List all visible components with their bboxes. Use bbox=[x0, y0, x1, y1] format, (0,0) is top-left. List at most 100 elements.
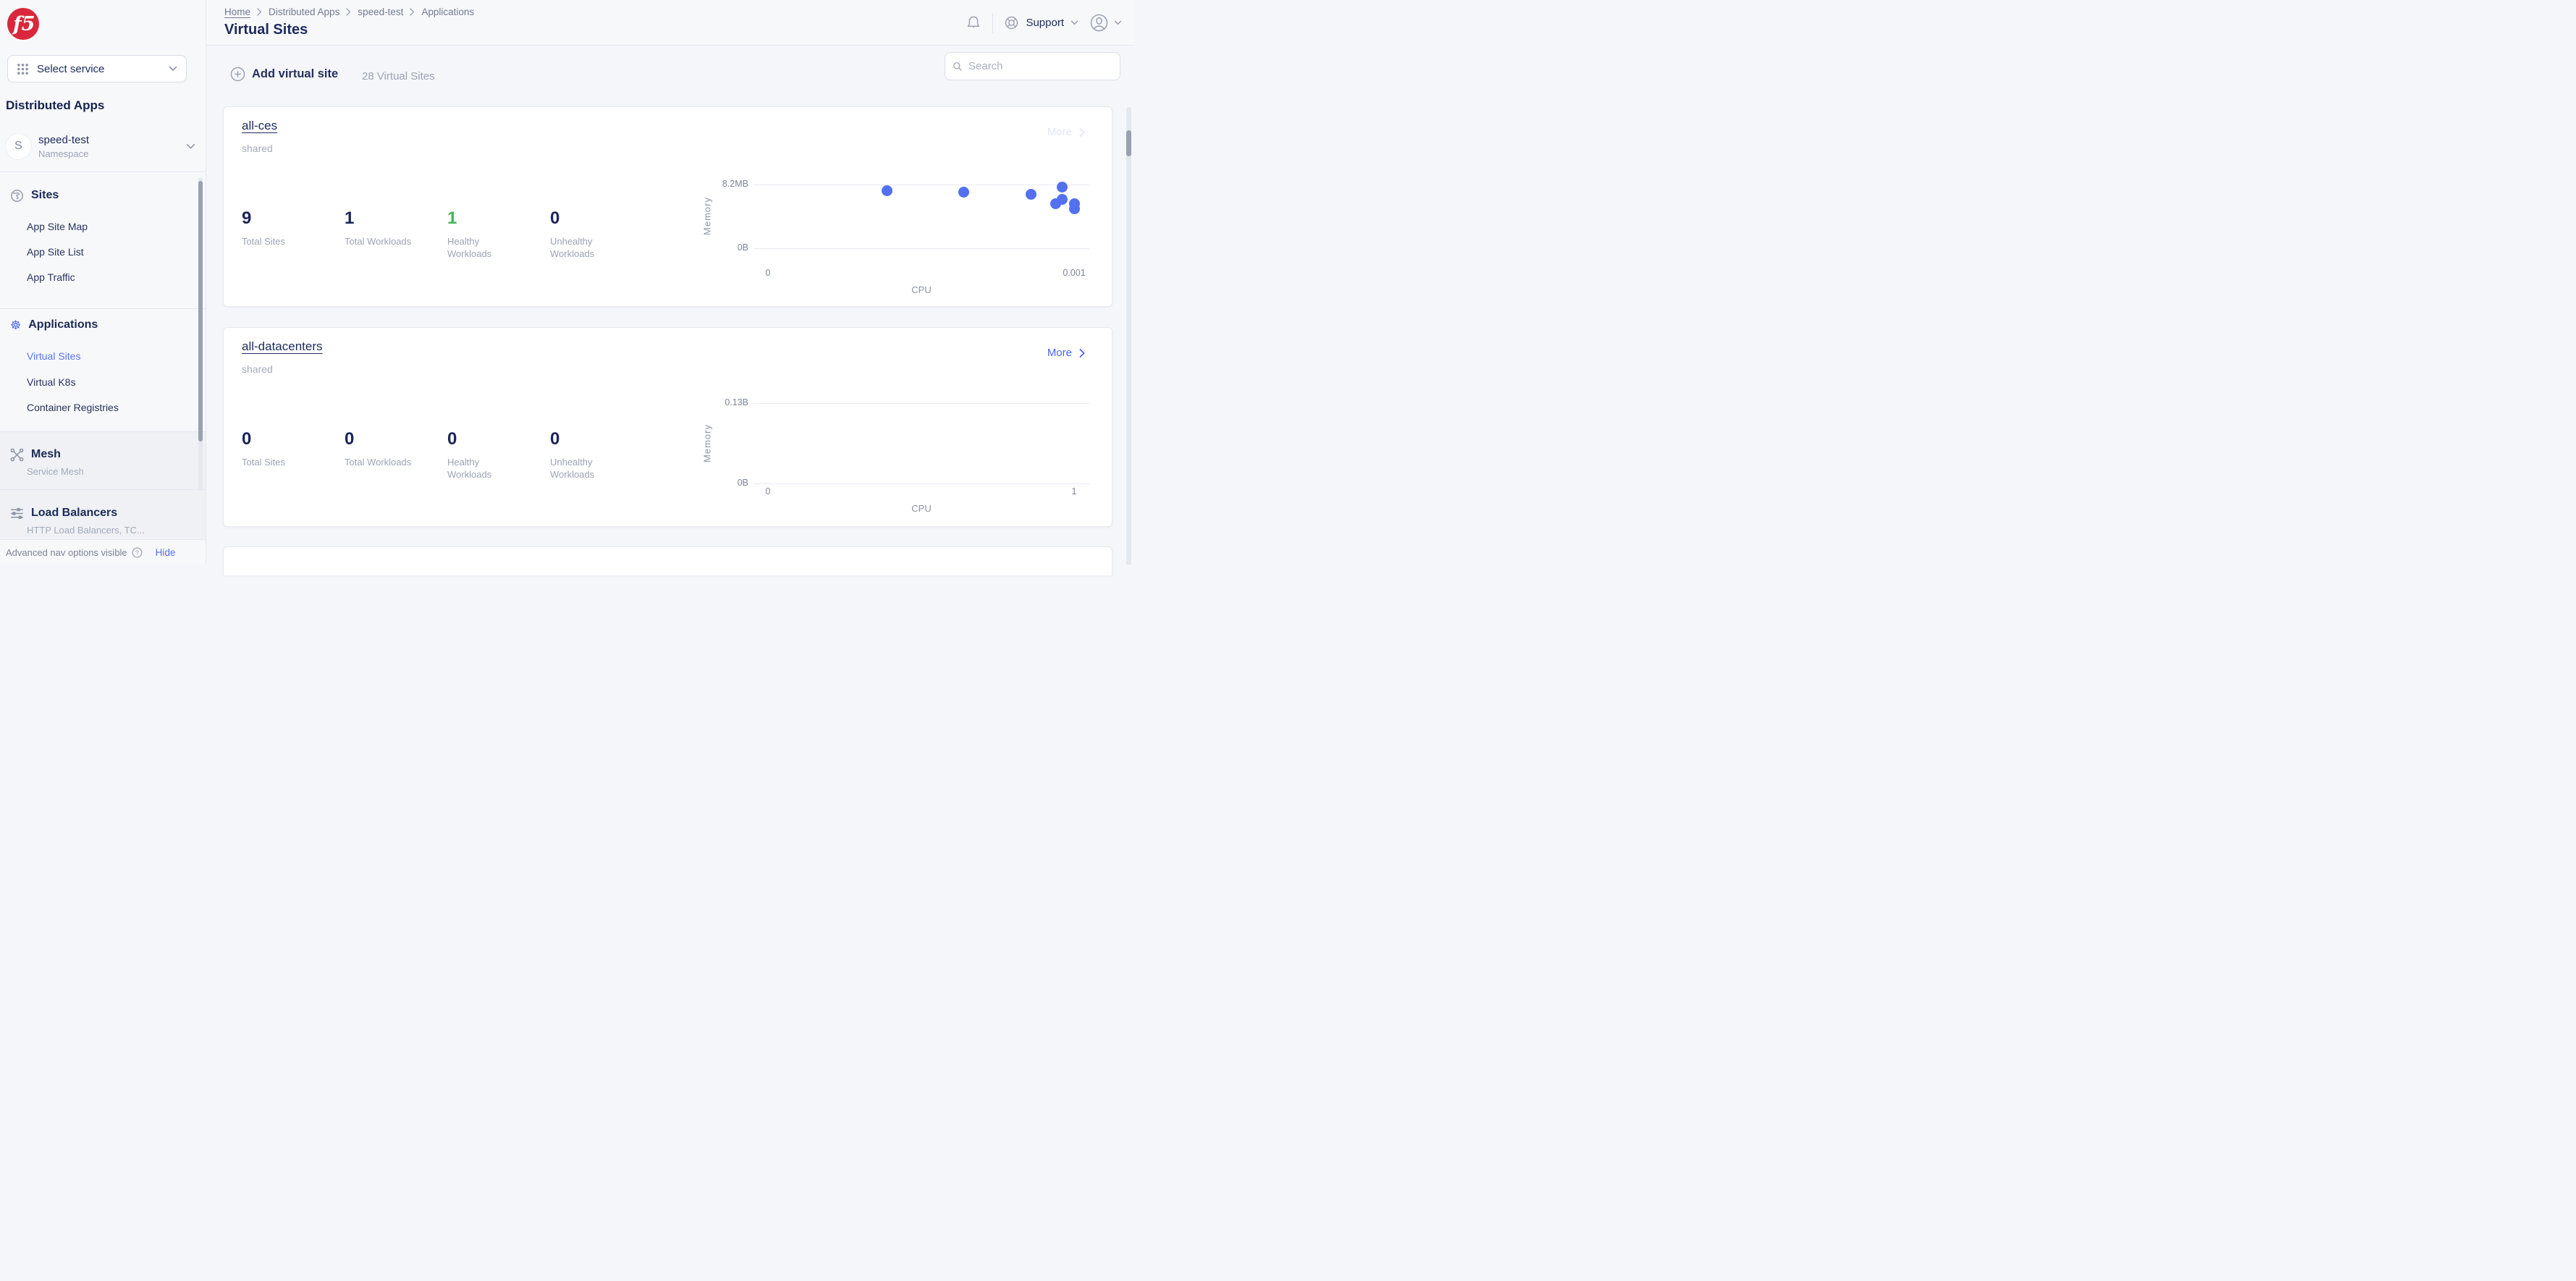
sidebar-band-load-balancers bbox=[0, 489, 206, 539]
sidebar-section-load-balancers[interactable]: Load Balancers bbox=[10, 504, 117, 522]
plus-circle-icon bbox=[230, 67, 245, 82]
support-menu[interactable]: Support bbox=[1004, 15, 1078, 30]
x-axis-label: CPU bbox=[911, 503, 932, 514]
add-virtual-site-button[interactable]: Add virtual site bbox=[230, 67, 338, 82]
gridline bbox=[753, 403, 1089, 404]
scatter-point bbox=[882, 185, 893, 197]
stat-label: Total Workloads bbox=[345, 236, 412, 247]
kubernetes-icon: ☸ bbox=[10, 318, 22, 332]
stat-value: 1 bbox=[345, 208, 355, 228]
add-virtual-site-label: Add virtual site bbox=[252, 67, 339, 80]
sidebar-item-app-site-list[interactable]: App Site List bbox=[27, 246, 84, 258]
more-link[interactable]: More bbox=[1047, 126, 1085, 138]
breadcrumb-speed-test[interactable]: speed-test bbox=[358, 7, 404, 17]
stat-label: Unhealthy Workloads bbox=[550, 236, 595, 259]
breadcrumb-distributed-apps[interactable]: Distributed Apps bbox=[269, 7, 340, 17]
scatter-point bbox=[958, 187, 970, 198]
more-label: More bbox=[1047, 126, 1072, 138]
select-service-dropdown[interactable]: Select service bbox=[7, 55, 187, 83]
stat-healthy-workloads: 0 Healthy Workloads bbox=[447, 429, 550, 481]
stats-row: 9 Total Sites 1 Total Workloads 1 Health… bbox=[242, 208, 653, 260]
question-circle-icon[interactable]: ? bbox=[132, 547, 143, 558]
sidebar-item-virtual-sites[interactable]: Virtual Sites bbox=[27, 350, 81, 362]
virtual-sites-count: 28 Virtual Sites bbox=[362, 70, 435, 83]
stat-label: Healthy Workloads bbox=[447, 236, 492, 259]
mesh-icon bbox=[10, 448, 24, 461]
toolbar: Add virtual site 28 Virtual Sites bbox=[206, 46, 1135, 106]
stat-value: 0 bbox=[550, 208, 560, 228]
cpu-memory-chart: 0.13B 0B Memory 0 1 CPU bbox=[702, 397, 1089, 514]
stat-healthy-workloads: 1 Healthy Workloads bbox=[447, 208, 550, 260]
stat-label: Total Sites bbox=[242, 457, 285, 468]
hide-advanced-nav-link[interactable]: Hide bbox=[155, 546, 176, 558]
f5-logo[interactable]: f5 bbox=[7, 7, 40, 41]
namespace-avatar: S bbox=[6, 133, 31, 159]
sidebar-section-sites[interactable]: Sites bbox=[10, 187, 59, 204]
stat-value: 0 bbox=[345, 429, 355, 449]
sidebar-item-virtual-k8s[interactable]: Virtual K8s bbox=[27, 376, 76, 388]
main-scrollbar-thumb[interactable] bbox=[1126, 130, 1131, 156]
scatter-point bbox=[1068, 203, 1080, 214]
sidebar-band-mesh bbox=[0, 431, 206, 489]
stat-value: 0 bbox=[447, 429, 457, 449]
sidebar-section-label: Mesh bbox=[31, 448, 61, 460]
gridline bbox=[753, 248, 1089, 249]
sidebar-section-mesh[interactable]: Mesh bbox=[10, 446, 61, 463]
stat-unhealthy-workloads: 0 Unhealthy Workloads bbox=[550, 208, 653, 260]
sidebar-item-app-site-map[interactable]: App Site Map bbox=[27, 221, 88, 232]
cpu-memory-chart: 8.2MB 0B Memory 0 0.001 CPU bbox=[702, 179, 1089, 295]
stat-value: 0 bbox=[242, 429, 252, 449]
stat-value: 0 bbox=[550, 429, 560, 449]
avatar-icon bbox=[1090, 14, 1108, 32]
namespace-type-label: Namespace bbox=[38, 148, 89, 159]
stat-label: Healthy Workloads bbox=[447, 457, 492, 480]
stats-row: 0 Total Sites 0 Total Workloads 0 Health… bbox=[242, 429, 653, 481]
grid-icon bbox=[17, 63, 28, 75]
chevron-down-icon bbox=[186, 143, 195, 148]
x-axis-tick: 0 bbox=[765, 268, 771, 278]
sidebar-scrollbar-thumb[interactable] bbox=[198, 181, 203, 441]
namespace-selector[interactable]: S speed-test Namespace bbox=[6, 132, 195, 161]
page-header: Home Distributed Apps speed-test Applica… bbox=[206, 0, 1135, 46]
stat-unhealthy-workloads: 0 Unhealthy Workloads bbox=[550, 429, 653, 481]
chevron-right-icon bbox=[257, 8, 262, 16]
x-axis-tick: 1 bbox=[1071, 486, 1077, 496]
breadcrumb-applications: Applications bbox=[421, 7, 475, 17]
y-axis-tick: 0.13B bbox=[725, 397, 748, 407]
virtual-site-tag: shared bbox=[242, 363, 273, 375]
more-link[interactable]: More bbox=[1047, 347, 1085, 359]
chevron-right-icon bbox=[1079, 127, 1085, 137]
virtual-site-link[interactable]: all-ces bbox=[242, 119, 278, 132]
y-axis-label: Memory bbox=[701, 423, 713, 462]
scatter-point bbox=[1026, 189, 1037, 200]
chevron-down-icon bbox=[169, 66, 177, 71]
x-axis-label: CPU bbox=[911, 284, 932, 295]
notifications-button[interactable] bbox=[966, 14, 981, 32]
x-axis-tick: 0.001 bbox=[1063, 268, 1086, 278]
scatter-point bbox=[1056, 193, 1068, 205]
chevron-right-icon bbox=[1079, 348, 1085, 358]
page-title: Virtual Sites bbox=[224, 22, 308, 38]
main-scrollbar-track[interactable] bbox=[1126, 107, 1131, 565]
scatter-point bbox=[1056, 181, 1068, 193]
stat-total-workloads: 1 Total Workloads bbox=[345, 208, 447, 260]
y-axis-tick: 8.2MB bbox=[722, 179, 748, 189]
account-menu[interactable] bbox=[1089, 13, 1122, 33]
gridline bbox=[753, 483, 1089, 484]
breadcrumb-home[interactable]: Home bbox=[224, 7, 251, 17]
search-input[interactable] bbox=[968, 60, 1112, 72]
chevron-down-icon bbox=[1070, 20, 1078, 25]
virtual-sites-list: all-ces shared More 9 Total Sites 1 Tota… bbox=[223, 106, 1112, 575]
lifebuoy-icon bbox=[1005, 16, 1018, 30]
sidebar-section-subtitle: Service Mesh bbox=[27, 466, 84, 477]
sidebar-section-applications[interactable]: ☸ Applications bbox=[10, 316, 98, 334]
sidebar-section-label: Load Balancers bbox=[31, 507, 118, 519]
stat-total-sites: 0 Total Sites bbox=[242, 429, 345, 481]
sidebar-section-label: Applications bbox=[28, 318, 98, 331]
sidebar-item-container-registries[interactable]: Container Registries bbox=[27, 402, 119, 413]
bell-icon bbox=[968, 15, 980, 28]
chevron-down-icon bbox=[1114, 20, 1122, 25]
sidebar-item-app-traffic[interactable]: App Traffic bbox=[27, 271, 75, 283]
virtual-site-link[interactable]: all-datacenters bbox=[242, 339, 323, 353]
chevron-right-icon bbox=[410, 8, 415, 16]
